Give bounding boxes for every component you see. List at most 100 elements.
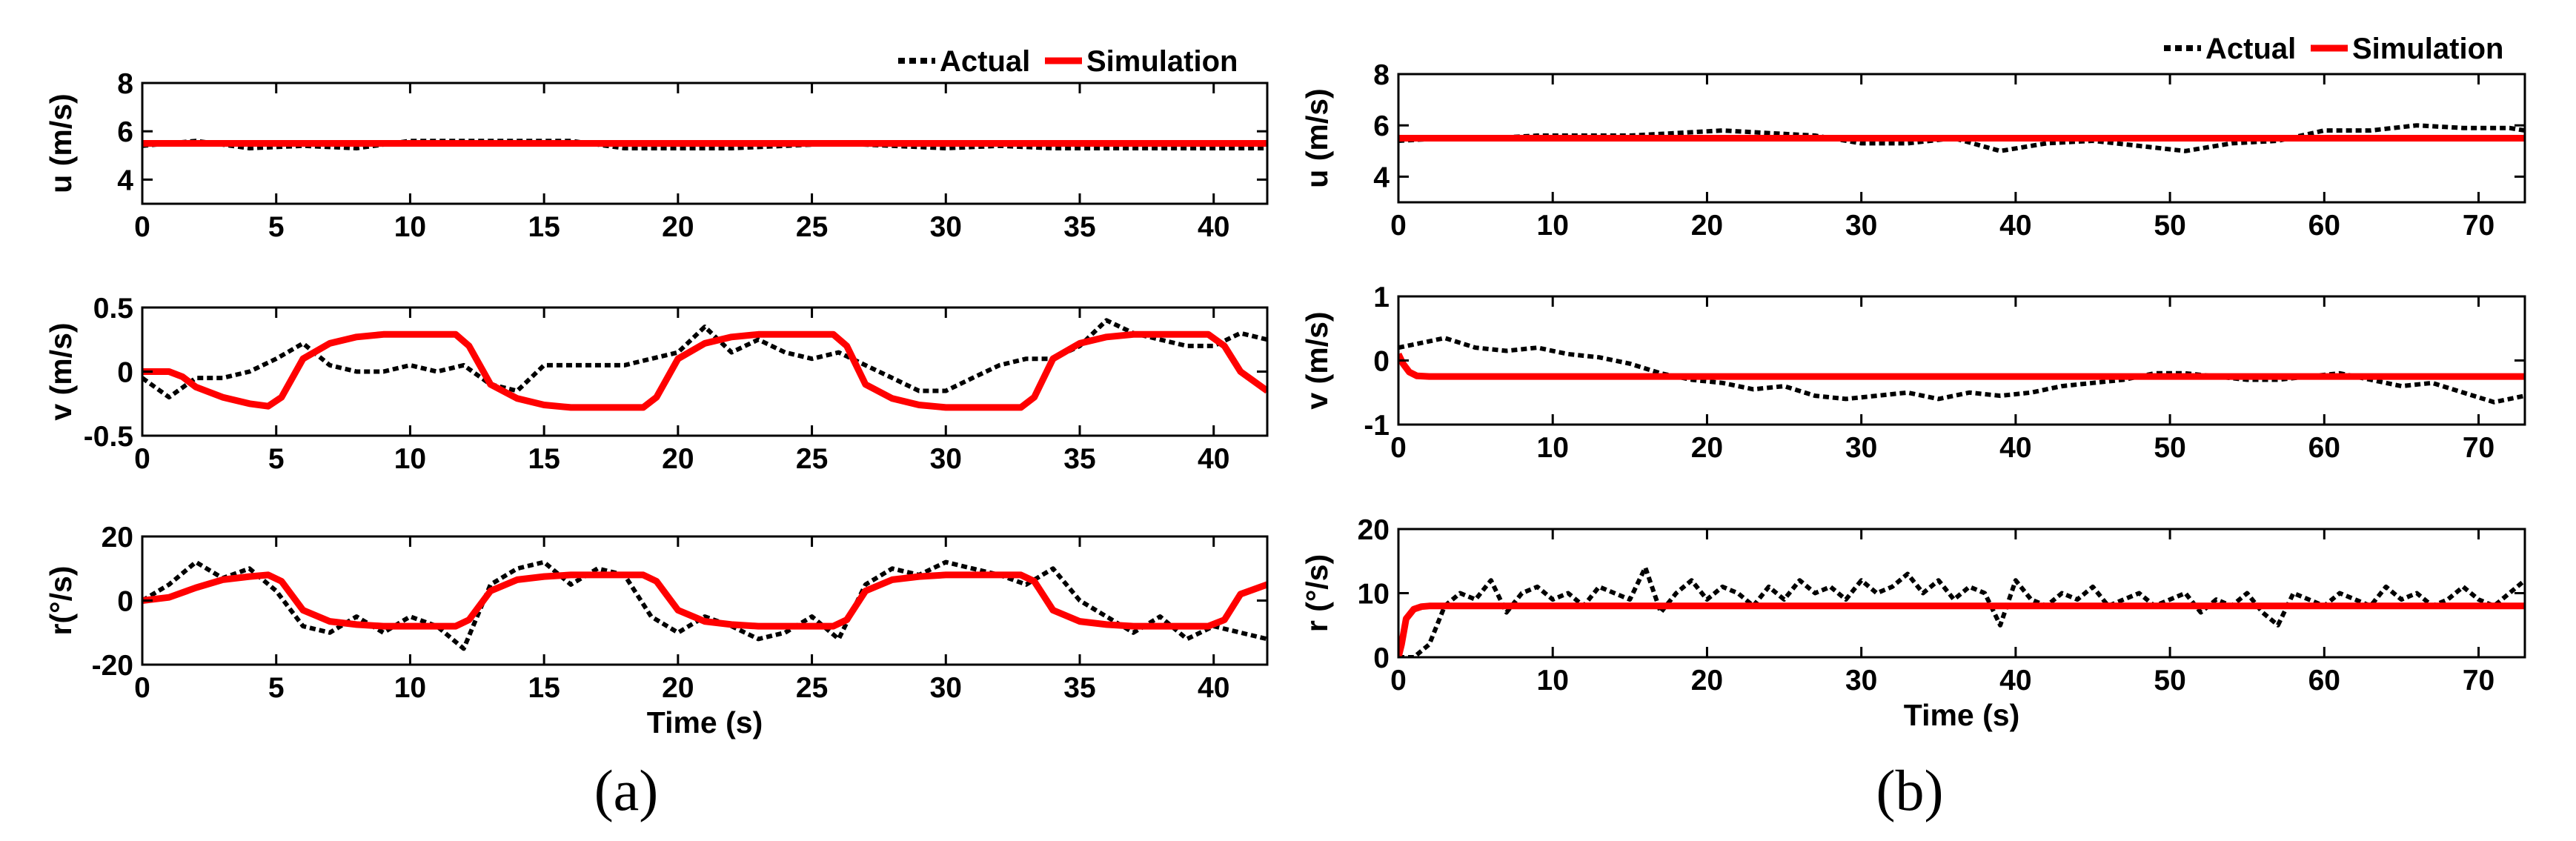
x-tick-label: 40 xyxy=(1198,672,1229,704)
x-tick-label: 5 xyxy=(268,672,285,704)
x-tick-label: 50 xyxy=(2154,432,2185,464)
x-tick-label: 0 xyxy=(1390,210,1407,242)
y-tick-label: 20 xyxy=(102,522,133,554)
x-tick-label: 40 xyxy=(1198,443,1229,475)
x-tick-label: 40 xyxy=(1999,665,2031,697)
plot-b-3: 0 10 20 30 40 50 60 70 0 10 20 r (°/s) Time (s) xyxy=(1300,514,2526,732)
series-actual-line xyxy=(142,559,1267,651)
x-tick-label: 50 xyxy=(2154,210,2185,242)
y-axis-title: v (m/s) xyxy=(1300,311,1334,409)
x-axis-title: Time (s) xyxy=(1904,698,2019,732)
y-tick-label: 10 xyxy=(1358,579,1390,611)
x-tick-label: 30 xyxy=(1845,665,1877,697)
series-actual-line xyxy=(142,318,1267,400)
y-tick-label: -20 xyxy=(92,650,133,682)
y-tick-label: 4 xyxy=(117,164,133,196)
y-tick-label: -0.5 xyxy=(84,421,133,453)
x-tick-label: 70 xyxy=(2463,432,2494,464)
x-tick-label: 0 xyxy=(134,211,150,243)
x-tick-label: 5 xyxy=(268,211,285,243)
y-axis-title: u (m/s) xyxy=(44,93,78,193)
legend-actual-label-a: Actual xyxy=(940,45,1030,78)
x-tick-label: 20 xyxy=(662,672,694,704)
x-tick-label: 70 xyxy=(2463,210,2494,242)
x-tick-label: 10 xyxy=(394,443,426,475)
series-actual-line xyxy=(142,139,1267,150)
x-tick-label: 60 xyxy=(2308,665,2340,697)
y-axis-title: r(°/s) xyxy=(44,566,78,636)
series-simulation-line xyxy=(1398,352,2525,380)
y-tick-label: 4 xyxy=(1373,162,1390,193)
plot-frame xyxy=(141,535,1269,666)
legend-a: Actual Simulation xyxy=(898,45,1238,78)
legend-simulation-label-a: Simulation xyxy=(1086,45,1238,78)
series-actual-line xyxy=(1398,336,2525,405)
series-simulation-line xyxy=(1398,602,2525,657)
x-tick-label: 25 xyxy=(796,211,828,243)
x-tick-label: 35 xyxy=(1063,211,1095,243)
x-tick-label: 15 xyxy=(528,211,560,243)
x-tick-label: 20 xyxy=(662,211,694,243)
x-tick-label: 15 xyxy=(528,672,560,704)
plot-frame xyxy=(1397,295,2526,426)
series-simulation-line xyxy=(142,330,1267,411)
x-tick-label: 30 xyxy=(930,443,962,475)
x-tick-label: 60 xyxy=(2308,210,2340,242)
legend-simulation-label-b: Simulation xyxy=(2352,33,2503,65)
y-tick-label: 1 xyxy=(1373,282,1390,313)
x-tick-label: 30 xyxy=(1845,210,1877,242)
x-tick-label: 25 xyxy=(796,443,828,475)
y-tick-label: 8 xyxy=(1373,59,1390,91)
plot-a-2: 0 5 10 15 20 25 30 35 40-0.500.5v (m/s) xyxy=(44,293,1269,475)
plot-a-1: 0 5 10 15 20 25 30 35 40 4 6 8 u (m/s) xyxy=(44,68,1269,243)
plot-frame xyxy=(1397,73,2526,204)
x-axis-title: Time (s) xyxy=(647,705,763,739)
x-tick-label: 0 xyxy=(134,443,150,475)
x-tick-label: 60 xyxy=(2308,432,2340,464)
x-tick-label: 25 xyxy=(796,672,828,704)
plot-b-1: 0 10 20 30 40 50 60 70 4 6 8 u (m/s) xyxy=(1300,59,2526,242)
x-tick-label: 20 xyxy=(1691,210,1723,242)
series-simulation-line xyxy=(142,571,1267,630)
x-tick-label: 10 xyxy=(1537,210,1569,242)
x-tick-label: 10 xyxy=(1537,665,1569,697)
x-tick-label: 30 xyxy=(930,672,962,704)
panel-label-a: (a) xyxy=(594,758,659,822)
y-tick-label: -1 xyxy=(1364,410,1390,442)
x-tick-label: 20 xyxy=(1691,665,1723,697)
y-tick-label: 0.5 xyxy=(93,293,133,325)
x-tick-label: 40 xyxy=(1999,432,2031,464)
x-tick-label: 40 xyxy=(1198,211,1229,243)
x-tick-label: 20 xyxy=(1691,432,1723,464)
x-tick-label: 10 xyxy=(394,672,426,704)
y-tick-label: 0 xyxy=(117,357,133,389)
x-tick-label: 0 xyxy=(134,672,150,704)
x-tick-label: 5 xyxy=(268,443,285,475)
y-tick-label: 0 xyxy=(117,586,133,618)
x-tick-label: 35 xyxy=(1063,672,1095,704)
legend-b: Actual Simulation xyxy=(2164,33,2503,65)
x-tick-label: 30 xyxy=(1845,432,1877,464)
y-tick-label: 6 xyxy=(1373,110,1390,142)
x-tick-label: 30 xyxy=(930,211,962,243)
x-tick-label: 50 xyxy=(2154,665,2185,697)
y-axis-title: v (m/s) xyxy=(44,322,78,420)
x-tick-label: 40 xyxy=(1999,210,2031,242)
y-tick-label: 8 xyxy=(117,68,133,100)
x-tick-label: 10 xyxy=(1537,432,1569,464)
series-actual-line xyxy=(1398,565,2525,657)
panel-label-b: (b) xyxy=(1876,758,1944,822)
y-tick-label: 6 xyxy=(117,116,133,148)
y-axis-title: u (m/s) xyxy=(1300,88,1334,187)
plot-frame xyxy=(141,82,1269,205)
x-tick-label: 10 xyxy=(394,211,426,243)
y-tick-label: 0 xyxy=(1373,642,1390,674)
x-tick-label: 0 xyxy=(1390,665,1407,697)
x-tick-label: 15 xyxy=(528,443,560,475)
legend-actual-label-b: Actual xyxy=(2205,33,2296,65)
x-tick-label: 35 xyxy=(1063,443,1095,475)
x-tick-label: 0 xyxy=(1390,432,1407,464)
